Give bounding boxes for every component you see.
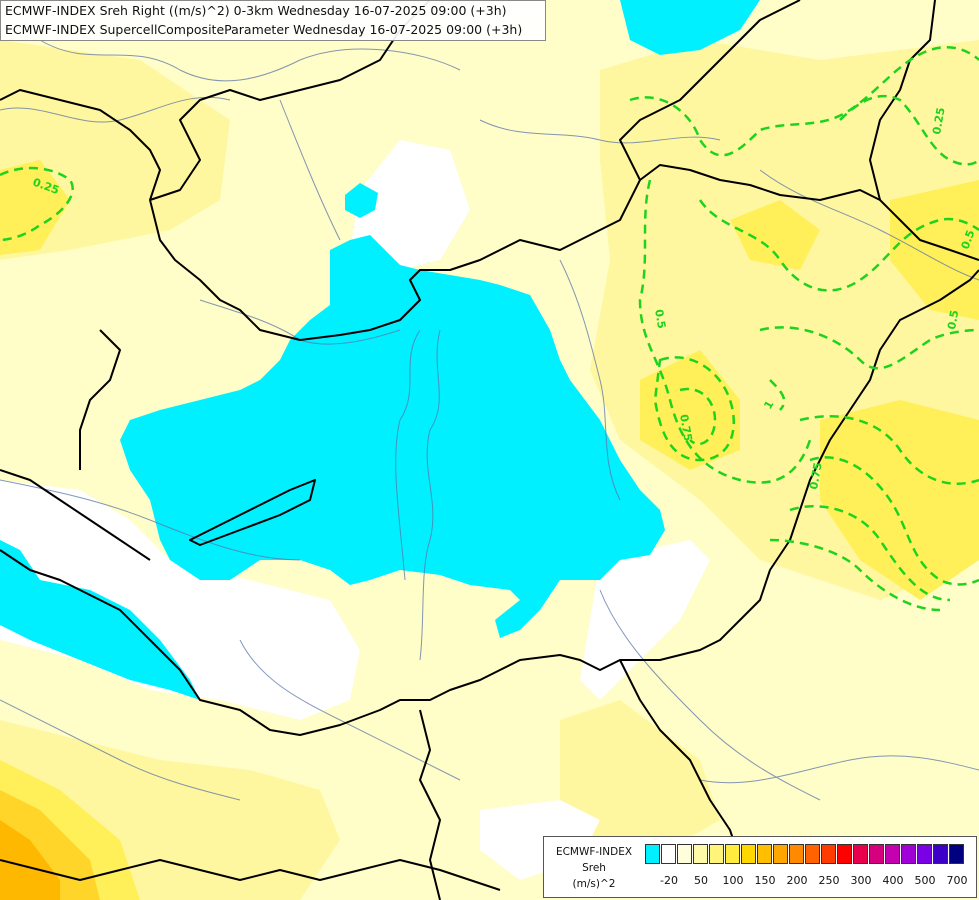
legend-title-model: ECMWF-INDEX bbox=[555, 846, 633, 858]
legend-swatch bbox=[773, 844, 788, 864]
contour-label-05-a: 0.5 bbox=[652, 308, 668, 329]
legend-tick-label: 300 bbox=[850, 874, 872, 887]
legend-swatch bbox=[933, 844, 948, 864]
legend-tick-label: 250 bbox=[818, 874, 840, 887]
legend-swatch bbox=[645, 844, 660, 864]
map-title-box: ECMWF-INDEX Sreh Right ((m/s)^2) 0-3km W… bbox=[0, 0, 546, 41]
legend-tick-label: 700 bbox=[946, 874, 968, 887]
sreh-fill-cyan bbox=[0, 0, 760, 700]
legend-swatch bbox=[789, 844, 804, 864]
legend-tick-label: 150 bbox=[754, 874, 776, 887]
legend-tick-label: 500 bbox=[914, 874, 936, 887]
legend-swatch bbox=[949, 844, 964, 864]
legend-swatch bbox=[917, 844, 932, 864]
contour-label-075-b: 0.75 bbox=[807, 462, 825, 491]
contour-label-075-a: 0.75 bbox=[677, 413, 695, 442]
legend-swatch bbox=[661, 844, 676, 864]
legend-tick-label: 200 bbox=[786, 874, 808, 887]
legend-tick-label: 50 bbox=[694, 874, 708, 887]
legend-swatch bbox=[757, 844, 772, 864]
contour-label-025-ne: 0.25 bbox=[930, 107, 948, 136]
legend-swatch bbox=[821, 844, 836, 864]
legend-tick-label: 100 bbox=[722, 874, 744, 887]
legend-swatch bbox=[693, 844, 708, 864]
title-sreh: ECMWF-INDEX Sreh Right ((m/s)^2) 0-3km W… bbox=[5, 3, 507, 18]
legend-tick-label: -20 bbox=[660, 874, 678, 887]
legend-swatch bbox=[837, 844, 852, 864]
legend-swatch bbox=[741, 844, 756, 864]
legend-tick-label: 400 bbox=[882, 874, 904, 887]
legend-swatch bbox=[709, 844, 724, 864]
contour-label-05-b: 0.5 bbox=[945, 309, 961, 330]
contour-label-05-c: 0.5 bbox=[959, 228, 978, 251]
legend-swatch bbox=[853, 844, 868, 864]
legend-swatch bbox=[869, 844, 884, 864]
scp-contours bbox=[0, 46, 979, 612]
legend-title-param: Sreh bbox=[582, 862, 606, 874]
sreh-fill-100-150 bbox=[0, 160, 979, 900]
title-scp: ECMWF-INDEX SupercellCompositeParameter … bbox=[5, 22, 523, 37]
legend-swatch bbox=[805, 844, 820, 864]
legend-swatch bbox=[725, 844, 740, 864]
legend-swatch bbox=[677, 844, 692, 864]
color-legend: ECMWF-INDEX Sreh (m/s)^2 -20 50 100 150 200 2… bbox=[543, 836, 977, 898]
rivers bbox=[0, 39, 979, 801]
contour-labels: 0.25 0.25 0.5 0.5 0.75 0.75 1 0.5 bbox=[31, 107, 978, 491]
legend-swatch bbox=[901, 844, 916, 864]
sreh-fill-200-250 bbox=[0, 820, 60, 900]
legend-swatch bbox=[885, 844, 900, 864]
legend-title-unit: (m/s)^2 bbox=[572, 878, 616, 890]
